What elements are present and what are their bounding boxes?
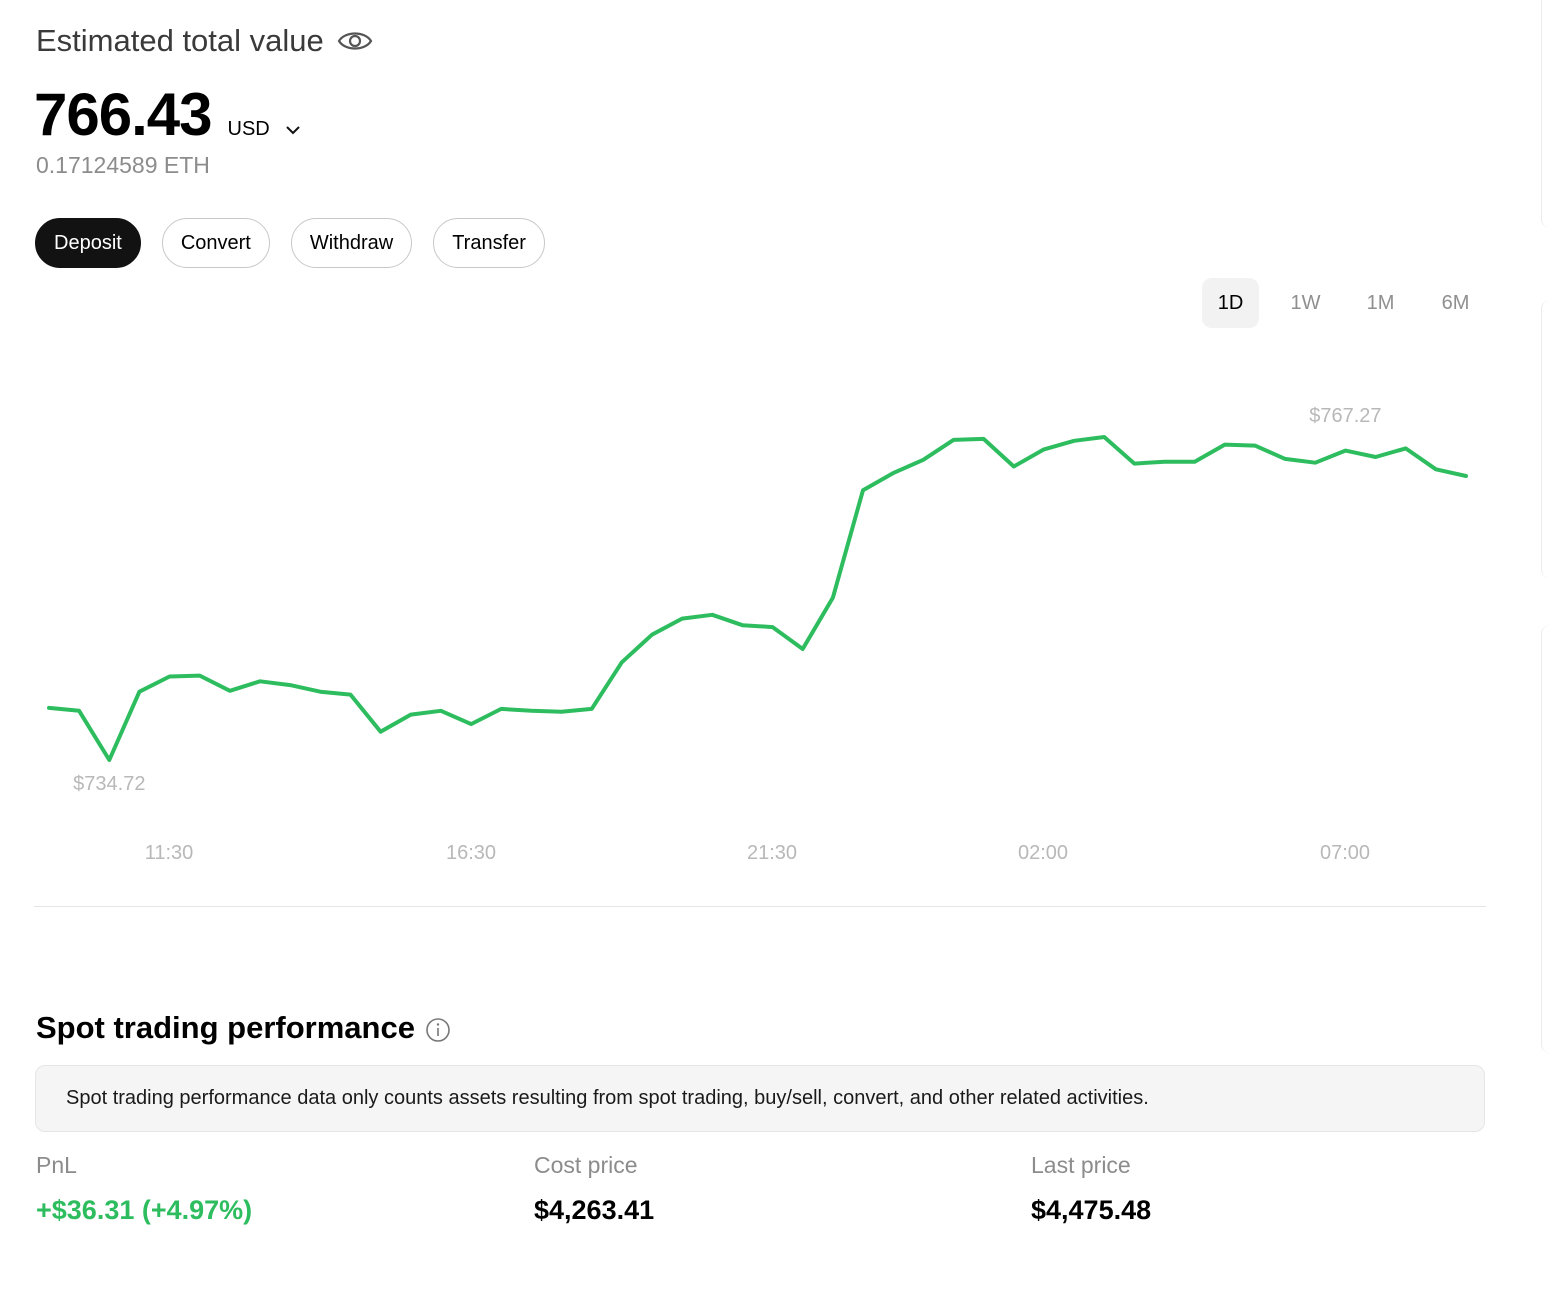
x-tick-label: 07:00 [1320,842,1370,864]
pnl-label: PnL [36,1152,77,1178]
eth-equivalent: 0.17124589 ETH [36,152,210,178]
high-value-label: $767.27 [1309,405,1381,427]
last-price-value: $4,475.48 [1031,1195,1152,1225]
deposit-button[interactable]: Deposit [35,218,141,268]
side-panel-edge [1541,300,1550,578]
value-series-line [47,435,1468,762]
total-value: 766.43 [34,81,213,148]
pnl-value: +$36.31 (+4.97%) [36,1195,253,1225]
tab-1d[interactable]: 1D [1202,278,1259,328]
x-tick-label: 21:30 [747,842,797,864]
x-tick-label: 11:30 [145,842,194,864]
tab-1w[interactable]: 1W [1290,291,1321,314]
cost-price-stat: Cost price $4,263.41 [534,1152,654,1226]
eye-icon[interactable] [336,22,374,60]
time-range-tabs: 1D 1W 1M 6M [1202,278,1502,328]
estimated-total-value-header: Estimated total value [36,22,374,60]
currency-selector[interactable]: USD [228,118,302,141]
low-value-label: $734.72 [73,773,145,795]
chevron-down-icon [284,121,302,139]
info-icon[interactable] [425,1015,451,1042]
convert-button[interactable]: Convert [161,218,270,268]
pnl-stat: PnL +$36.31 (+4.97%) [36,1152,252,1226]
spot-performance-header: Spot trading performance [36,1010,451,1046]
last-price-stat: Last price $4,475.48 [1031,1152,1151,1226]
cost-price-value: $4,263.41 [534,1195,655,1225]
notice-text: Spot trading performance data only count… [66,1087,1149,1109]
page-title: Estimated total value [36,23,324,58]
side-panel-edge [1541,625,1550,1053]
section-divider [34,906,1486,907]
side-panel-edge [1541,0,1550,228]
withdraw-button[interactable]: Withdraw [290,218,413,268]
transfer-button[interactable]: Transfer [433,218,545,268]
x-tick-label: 02:00 [1018,842,1068,864]
spot-performance-notice: Spot trading performance data only count… [35,1065,1485,1132]
tab-6m[interactable]: 6M [1441,291,1470,314]
last-price-label: Last price [1031,1152,1131,1178]
tab-1m[interactable]: 1M [1366,291,1395,314]
x-tick-label: 16:30 [446,842,496,864]
cost-price-label: Cost price [534,1152,638,1178]
action-buttons: Deposit Convert Withdraw Transfer [35,218,545,268]
section-title: Spot trading performance [36,1010,415,1045]
balance-row: 766.43 USD [34,80,302,149]
currency-label: USD [227,118,270,140]
